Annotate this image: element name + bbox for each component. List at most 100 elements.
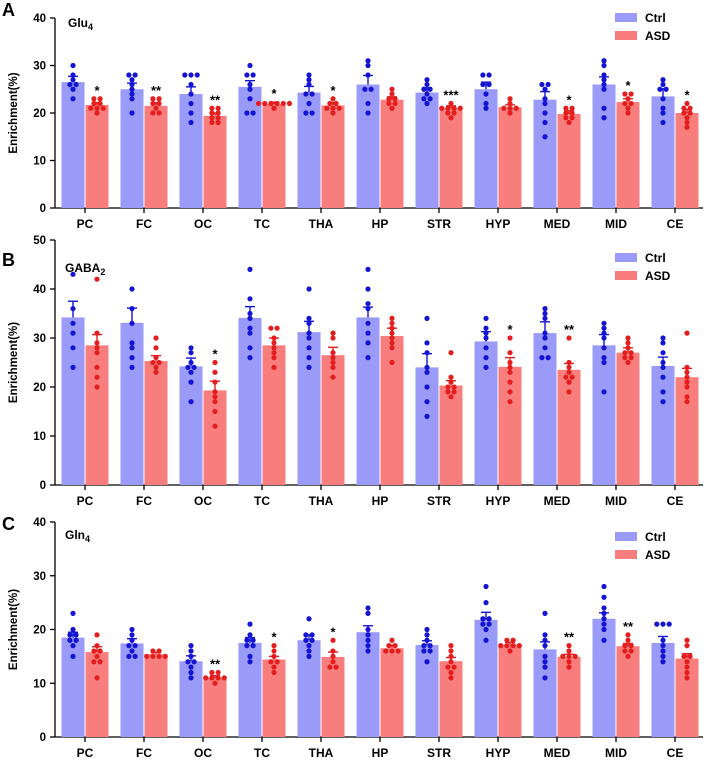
point-ctrl-oc (188, 675, 194, 681)
point-asd-hyp (507, 359, 513, 366)
point-ctrl-str (424, 384, 430, 390)
point-ctrl-hp (365, 110, 371, 116)
significance-med: ** (564, 322, 575, 337)
point-asd-oc (212, 408, 218, 415)
point-ctrl-oc (188, 648, 194, 654)
point-ctrl-hyp (483, 335, 489, 341)
point-asd-tc (271, 653, 277, 659)
point-asd-str (457, 105, 463, 111)
bar-ctrl-tha (297, 92, 321, 208)
point-ctrl-med (542, 345, 548, 351)
point-ctrl-tha (306, 286, 312, 292)
point-asd-pc (94, 374, 100, 380)
point-ctrl-mid (601, 621, 607, 627)
bar-ctrl-hyp (474, 619, 498, 737)
point-asd-str (445, 110, 451, 116)
significance-med: ** (564, 630, 575, 645)
point-asd-mid (628, 643, 634, 649)
point-asd-hyp (501, 105, 507, 111)
point-ctrl-str (424, 91, 430, 97)
point-asd-str (451, 384, 457, 390)
point-asd-fc (153, 369, 159, 375)
point-asd-hp (392, 643, 398, 649)
point-ctrl-ce (660, 335, 666, 341)
bar-asd-pc (85, 104, 109, 208)
x-tick-label: PC (77, 217, 94, 231)
point-ctrl-hp (365, 100, 371, 107)
point-ctrl-tc (250, 110, 256, 116)
point-asd-hp (389, 340, 395, 346)
significance-ce: * (684, 88, 690, 103)
y-tick-label: 50 (33, 235, 46, 247)
bar-asd-pc (85, 652, 109, 737)
bar-asd-fc (144, 105, 168, 208)
point-ctrl-fc (129, 632, 135, 638)
x-tick-label: OC (194, 217, 212, 231)
point-ctrl-hyp (480, 81, 486, 88)
legend-label-asd: ASD (645, 29, 671, 43)
point-ctrl-tha (306, 100, 312, 107)
point-ctrl-med (542, 643, 548, 649)
bar-ctrl-hp (356, 632, 380, 737)
bar-asd-oc (203, 390, 227, 485)
point-ctrl-ce (660, 340, 666, 346)
point-asd-med (569, 115, 575, 121)
point-ctrl-tha (306, 72, 312, 78)
x-tick-label: FC (136, 494, 152, 508)
y-tick-label: 20 (33, 625, 46, 637)
point-ctrl-hp (365, 632, 371, 638)
point-asd-tc (268, 100, 274, 107)
significance-oc: ** (210, 657, 221, 672)
point-ctrl-med (539, 81, 545, 88)
point-ctrl-ce (660, 648, 666, 654)
point-ctrl-mid (601, 86, 607, 92)
point-ctrl-ce (660, 374, 666, 380)
point-ctrl-str (424, 100, 430, 107)
point-asd-pc (94, 110, 100, 116)
point-ctrl-med (542, 100, 548, 107)
point-ctrl-hyp (483, 637, 489, 643)
x-tick-label: HYP (486, 746, 511, 760)
y-tick-label: 20 (33, 108, 46, 120)
point-asd-oc (209, 119, 215, 126)
point-ctrl-hyp (483, 364, 489, 370)
point-asd-tc (271, 355, 277, 361)
bar-asd-med (557, 113, 581, 208)
point-ctrl-oc (188, 110, 194, 116)
point-asd-ce (684, 115, 690, 121)
point-ctrl-oc (188, 399, 194, 405)
bar-asd-tc (262, 345, 286, 485)
point-asd-str (448, 659, 454, 665)
x-tick-label: PC (77, 494, 94, 508)
point-asd-fc (150, 96, 156, 102)
panel-title-main: GABA (65, 261, 101, 275)
point-ctrl-med (542, 110, 548, 116)
x-tick-label: TC (254, 217, 270, 231)
point-ctrl-tc (247, 62, 253, 69)
point-asd-oc (215, 110, 221, 116)
point-ctrl-str (424, 626, 430, 633)
point-asd-mid (625, 637, 631, 643)
point-ctrl-ce (660, 364, 666, 370)
point-asd-pc (94, 632, 100, 638)
point-ctrl-hp (365, 306, 371, 312)
point-ctrl-tha (309, 110, 315, 116)
panel-letter: B (2, 250, 15, 270)
panel-title: Gln4 (65, 528, 90, 544)
bar-ctrl-hyp (474, 89, 498, 208)
point-asd-hp (389, 315, 395, 321)
point-asd-med (560, 653, 566, 659)
point-ctrl-hyp (483, 355, 489, 361)
point-ctrl-tc (247, 96, 253, 102)
legend-swatch-asd (615, 31, 637, 40)
point-ctrl-mid (601, 320, 607, 326)
point-ctrl-hyp (486, 72, 492, 78)
point-asd-tc (271, 664, 277, 670)
point-asd-tha (330, 96, 336, 102)
x-tick-label: THA (309, 217, 334, 231)
y-tick-label: 30 (33, 61, 46, 73)
point-asd-oc (212, 369, 218, 375)
point-asd-tha (330, 364, 336, 370)
point-asd-hyp (510, 637, 516, 643)
point-ctrl-fc (126, 643, 132, 649)
